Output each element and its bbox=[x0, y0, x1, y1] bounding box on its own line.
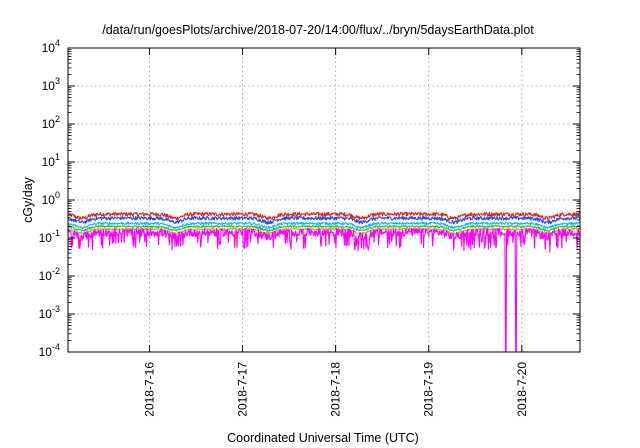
ticks-layer bbox=[68, 47, 580, 353]
y-tick-label: 100 bbox=[42, 190, 60, 207]
series-line bbox=[68, 211, 580, 221]
x-axis-title: Coordinated Universal Time (UTC) bbox=[227, 431, 419, 445]
y-tick-label: 101 bbox=[42, 152, 60, 169]
y-tick-label: 10-1 bbox=[39, 228, 60, 245]
series-line bbox=[68, 224, 580, 233]
series-line bbox=[68, 227, 580, 352]
x-tick-label: 2018-7-17 bbox=[236, 362, 250, 417]
x-tick-label: 2018-7-20 bbox=[515, 362, 529, 417]
y-tick-label: 10-4 bbox=[39, 342, 60, 359]
grid-layer bbox=[68, 48, 580, 352]
y-tick-label: 10-2 bbox=[39, 266, 60, 283]
y-tick-label: 104 bbox=[42, 38, 60, 55]
x-tick-label: 2018-7-16 bbox=[142, 362, 156, 417]
x-tick-label: 2018-7-18 bbox=[329, 362, 343, 417]
series-layer bbox=[68, 211, 580, 352]
x-tick-label: 2018-7-19 bbox=[422, 362, 436, 417]
chart-title: /data/run/goesPlots/archive/2018-07-20/1… bbox=[102, 23, 534, 37]
y-axis-title: cGy/day bbox=[21, 176, 35, 223]
y-tick-label: 103 bbox=[42, 76, 60, 93]
y-tick-labels: 10-4 10-3 10-2 10-1 100 101 102 103 104 bbox=[39, 38, 60, 359]
series-line bbox=[68, 215, 580, 225]
y-tick-label: 102 bbox=[42, 114, 60, 131]
x-tick-labels: 2018-7-16 2018-7-17 2018-7-18 2018-7-19 2018… bbox=[142, 362, 528, 417]
y-tick-label: 10-3 bbox=[39, 304, 60, 321]
series-line bbox=[68, 221, 580, 230]
